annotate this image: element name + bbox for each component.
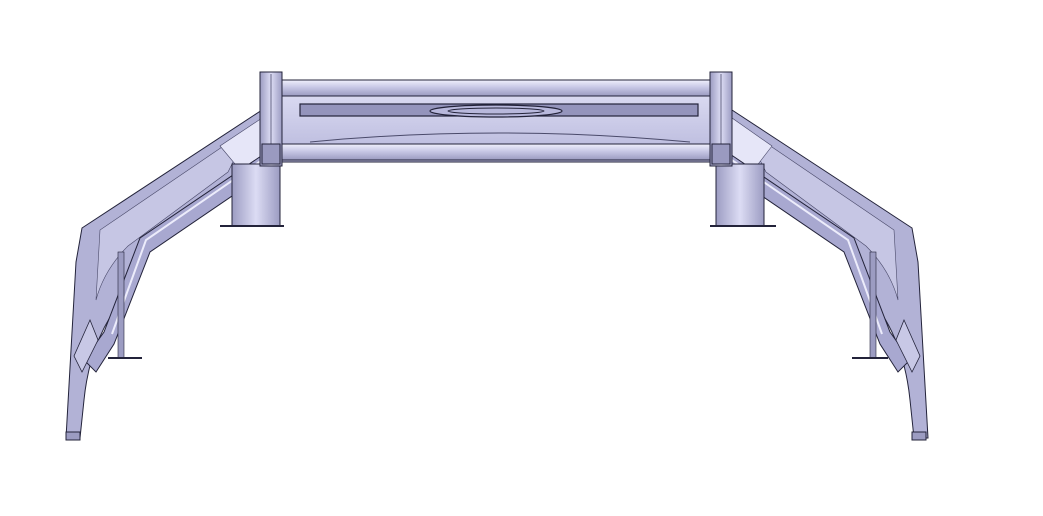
left-upright-clamp xyxy=(262,144,280,164)
left-post xyxy=(232,164,280,226)
top-crossbar xyxy=(278,80,716,96)
center-lower-bar xyxy=(282,144,714,160)
center-emblem xyxy=(430,105,562,117)
right-outer-foot xyxy=(912,432,926,440)
right-upright-clamp xyxy=(712,144,730,164)
left-inner-leg xyxy=(118,252,124,358)
right-inner-leg xyxy=(870,252,876,358)
left-outer-foot xyxy=(66,432,80,440)
right-post xyxy=(716,164,764,226)
